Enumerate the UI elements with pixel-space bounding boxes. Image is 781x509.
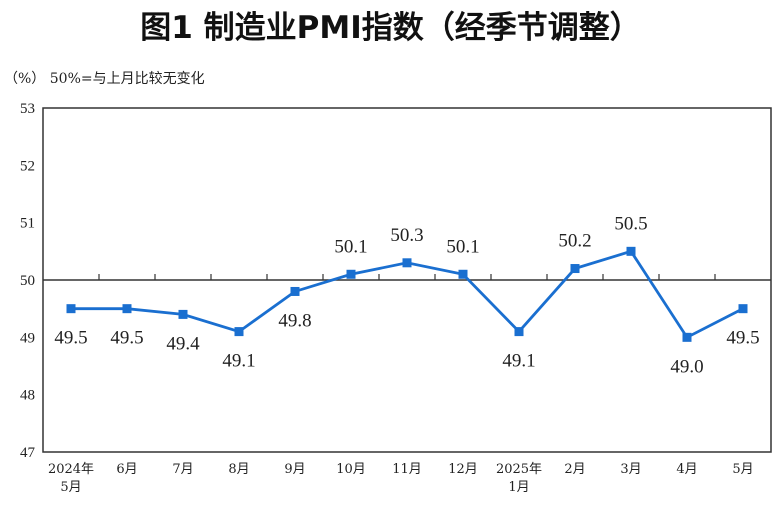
x-category-label: 2025年 — [496, 462, 542, 477]
data-label: 49.5 — [726, 328, 759, 349]
x-category-label: 2024年 — [48, 462, 94, 477]
data-label: 50.1 — [334, 236, 367, 257]
data-label: 49.0 — [670, 356, 703, 377]
y-tick-label: 51 — [20, 216, 35, 232]
data-point — [570, 264, 580, 274]
x-category-label: 5月 — [732, 462, 753, 477]
y-tick-label: 50 — [20, 273, 35, 289]
x-category-label: 6月 — [116, 462, 137, 477]
y-tick-label: 52 — [20, 158, 35, 174]
data-point — [626, 246, 636, 256]
x-category-label: 5月 — [60, 480, 81, 495]
data-point — [234, 327, 244, 337]
x-category-label: 7月 — [172, 462, 193, 477]
data-point — [66, 304, 76, 314]
data-point — [178, 309, 188, 319]
x-category-label: 3月 — [620, 462, 641, 477]
data-label: 50.1 — [446, 236, 479, 257]
data-label: 50.2 — [558, 231, 591, 252]
x-category-label: 1月 — [508, 480, 529, 495]
data-point — [346, 269, 356, 279]
data-label: 49.5 — [110, 328, 143, 349]
data-point — [458, 269, 468, 279]
unit-note: （%） 50%=与上月比较无变化 — [4, 71, 205, 87]
data-point — [290, 286, 300, 296]
data-label: 50.5 — [614, 213, 647, 234]
data-label: 49.4 — [166, 333, 200, 354]
data-point — [738, 304, 748, 314]
x-category-label: 11月 — [392, 462, 422, 477]
data-label: 50.3 — [390, 225, 423, 246]
y-tick-label: 47 — [20, 445, 36, 461]
data-point — [122, 304, 132, 314]
x-category-label: 9月 — [284, 462, 305, 477]
data-label: 49.1 — [502, 351, 535, 372]
x-category-label: 10月 — [336, 462, 366, 477]
data-point — [402, 258, 412, 268]
data-point — [514, 327, 524, 337]
y-tick-label: 48 — [20, 388, 35, 404]
x-category-label: 12月 — [448, 462, 478, 477]
x-category-label: 2月 — [564, 462, 585, 477]
data-label: 49.1 — [222, 351, 255, 372]
x-category-label: 4月 — [676, 462, 697, 477]
y-tick-label: 49 — [20, 330, 35, 346]
data-label: 49.8 — [278, 310, 311, 331]
chart-title: 图1 制造业PMI指数（经季节调整） — [140, 10, 641, 46]
x-category-label: 8月 — [228, 462, 249, 477]
data-label: 49.5 — [54, 328, 87, 349]
data-point — [682, 332, 692, 342]
y-tick-label: 53 — [20, 101, 35, 117]
